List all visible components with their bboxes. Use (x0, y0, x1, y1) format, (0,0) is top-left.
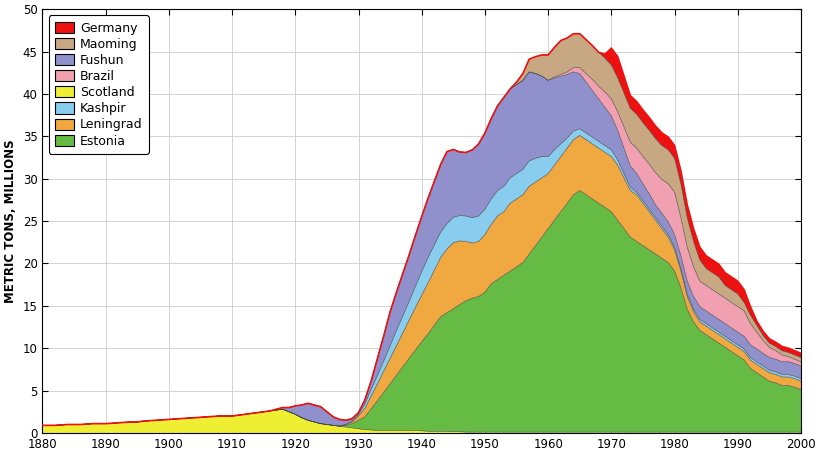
Y-axis label: METRIC TONS, MILLIONS: METRIC TONS, MILLIONS (4, 139, 17, 303)
Legend: Germany, Maoming, Fushun, Brazil, Scotland, Kashpir, Leningrad, Estonia: Germany, Maoming, Fushun, Brazil, Scotla… (48, 15, 149, 154)
